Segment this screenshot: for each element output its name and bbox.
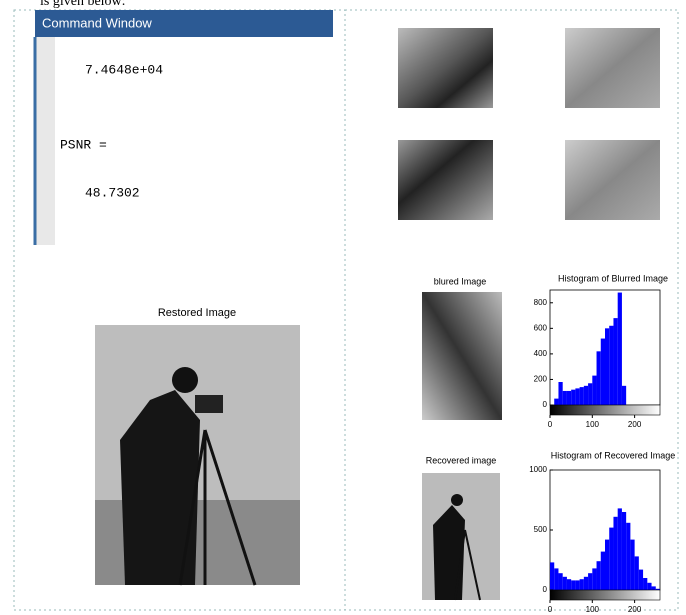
- hist-bar: [630, 539, 635, 590]
- output-line: 7.4648e+04: [85, 62, 163, 77]
- hist-bar: [634, 556, 639, 590]
- x-tick-label: 200: [628, 420, 642, 429]
- hist-bar: [600, 551, 605, 590]
- y-tick-label: 0: [543, 585, 548, 594]
- hist-bar: [558, 382, 563, 405]
- hist-bar: [605, 539, 610, 590]
- image-title: Restored Image: [158, 307, 236, 319]
- blur-patch: [398, 28, 493, 108]
- y-tick-label: 400: [534, 349, 548, 358]
- hist-bar: [621, 385, 627, 405]
- blur-patch: [565, 28, 660, 108]
- hist-bar: [613, 516, 618, 590]
- right-frame: [344, 9, 679, 611]
- hist-bar: [651, 586, 656, 590]
- hist-bar: [617, 292, 622, 405]
- output-line: 48.7302: [85, 185, 140, 200]
- command-window: [35, 10, 333, 245]
- hist-bar: [583, 576, 589, 590]
- gutter: [35, 37, 55, 245]
- hist-bar: [583, 385, 589, 405]
- hist-bar: [571, 389, 576, 405]
- hist-bar: [575, 388, 580, 405]
- y-tick-label: 0: [543, 400, 548, 409]
- intro-text: is given below:: [40, 0, 126, 9]
- recovered-image: [422, 473, 500, 601]
- x-tick-label: 0: [548, 605, 553, 614]
- hist-bar: [579, 387, 584, 405]
- hist-bar: [550, 562, 555, 590]
- hist-bar: [621, 512, 627, 590]
- image-title: blured Image: [434, 276, 487, 286]
- x-tick-label: 200: [628, 605, 642, 614]
- colorbar: [549, 589, 661, 601]
- hist-bar: [613, 318, 618, 405]
- y-tick-label: 1000: [529, 465, 547, 474]
- blurred-image: [422, 292, 502, 420]
- hist-bar: [655, 588, 660, 590]
- hist-bar: [596, 561, 601, 590]
- hist-bar: [562, 390, 567, 405]
- blur-patch: [565, 140, 660, 220]
- y-tick-label: 500: [534, 525, 548, 534]
- window-title: Command Window: [42, 15, 152, 30]
- hist-bar: [592, 375, 597, 405]
- output-line: PSNR =: [60, 137, 107, 152]
- hist-bar: [647, 582, 652, 590]
- y-tick-label: 800: [534, 298, 548, 307]
- hist-bar: [596, 351, 601, 405]
- hist-bar: [588, 383, 593, 405]
- x-tick-label: 100: [586, 605, 600, 614]
- hist-bar: [609, 527, 614, 590]
- hist-bar: [562, 576, 567, 590]
- hist-bar: [566, 390, 572, 405]
- restored-image: [95, 325, 300, 586]
- chart-title: Histogram of Recovered Image: [551, 450, 676, 460]
- hist-bar: [558, 573, 563, 590]
- hist-bar: [626, 522, 631, 590]
- y-tick-label: 200: [534, 375, 548, 384]
- chart-title: Histogram of Blurred Image: [558, 273, 668, 283]
- title-bar: [35, 10, 333, 37]
- colorbar: [549, 404, 661, 416]
- hist-bar: [609, 325, 614, 405]
- y-tick-label: 600: [534, 323, 548, 332]
- hist-bar: [554, 398, 559, 405]
- hist-bar: [554, 568, 559, 590]
- x-tick-label: 0: [548, 420, 553, 429]
- hist-bar: [579, 579, 584, 590]
- hist-bar: [588, 573, 593, 590]
- hist-bar: [638, 569, 644, 590]
- hist-bar: [617, 508, 622, 590]
- blur-patch: [398, 140, 493, 220]
- x-tick-label: 100: [586, 420, 600, 429]
- image-title: Recovered image: [426, 455, 497, 465]
- hist-bar: [566, 579, 572, 590]
- hist-bar: [643, 578, 648, 590]
- hist-bar: [600, 338, 605, 405]
- hist-bar: [575, 580, 580, 590]
- hist-bar: [605, 328, 610, 405]
- hist-bar: [592, 568, 597, 590]
- hist-bar: [571, 580, 576, 590]
